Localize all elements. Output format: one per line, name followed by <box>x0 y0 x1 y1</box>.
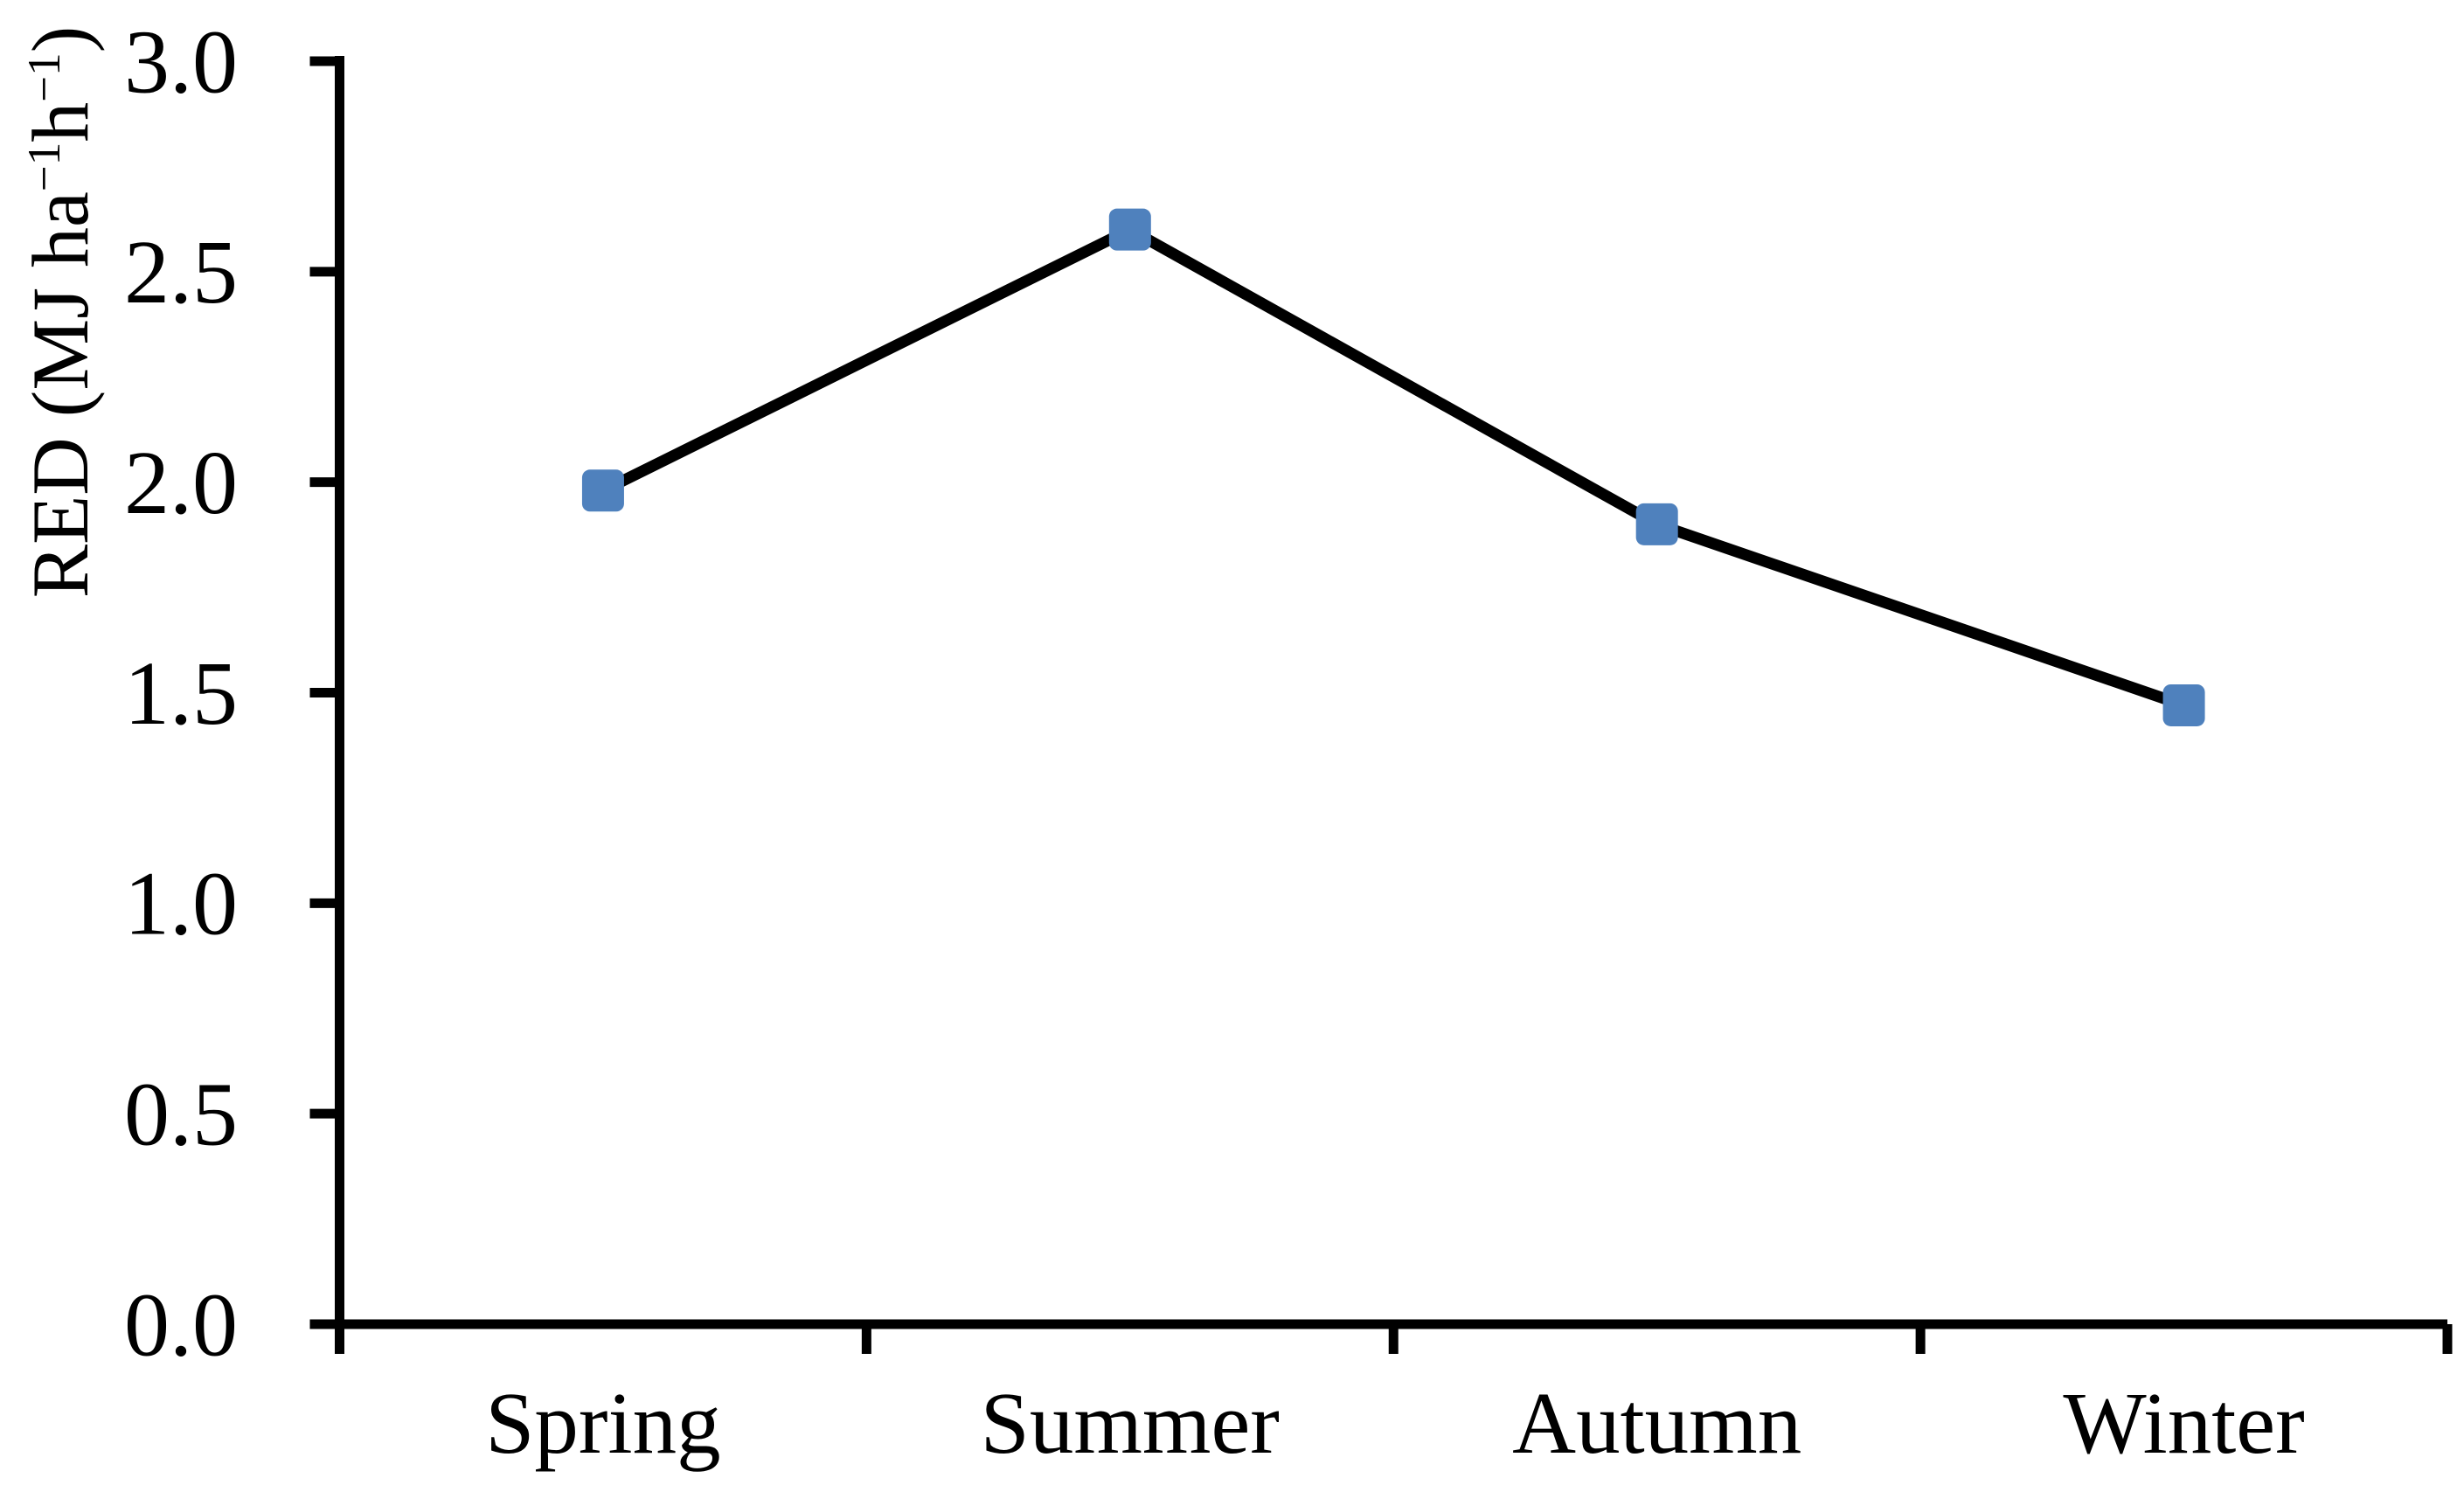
axis-labels-group: Spring Summer Autumn Winter RED (MJ ha−1h−1) <box>16 26 2305 1472</box>
data-point-autumn <box>1635 503 1678 545</box>
data-point-spring <box>581 469 624 512</box>
x-category-label-spring: Spring <box>485 1374 720 1472</box>
y-tick-label: 1.0 <box>124 854 238 954</box>
x-category-label-autumn: Autumn <box>1512 1374 1801 1472</box>
y-tick-label: 2.0 <box>124 433 238 533</box>
y-axis-title: RED (MJ ha−1h−1) <box>16 26 105 599</box>
y-tick-label: 1.5 <box>124 643 238 744</box>
axes-group <box>309 56 2447 1352</box>
y-tick-label: 0.0 <box>124 1274 238 1375</box>
y-tick-label: 2.5 <box>124 222 238 323</box>
data-point-winter <box>2162 684 2205 726</box>
y-tick-label: 0.5 <box>124 1065 238 1165</box>
x-category-label-winter: Winter <box>2063 1374 2304 1472</box>
x-category-label-summer: Summer <box>981 1374 1280 1472</box>
series-line-red <box>600 223 2186 711</box>
y-tick-label: 3.0 <box>124 11 238 112</box>
x-axis-ticks-group <box>335 1324 2453 1354</box>
data-point-summer <box>1108 208 1151 251</box>
y-axis-ticks-group: 3.0 2.5 2.0 1.5 1.0 0.5 0.0 <box>124 11 340 1375</box>
data-series-group <box>581 208 2205 726</box>
